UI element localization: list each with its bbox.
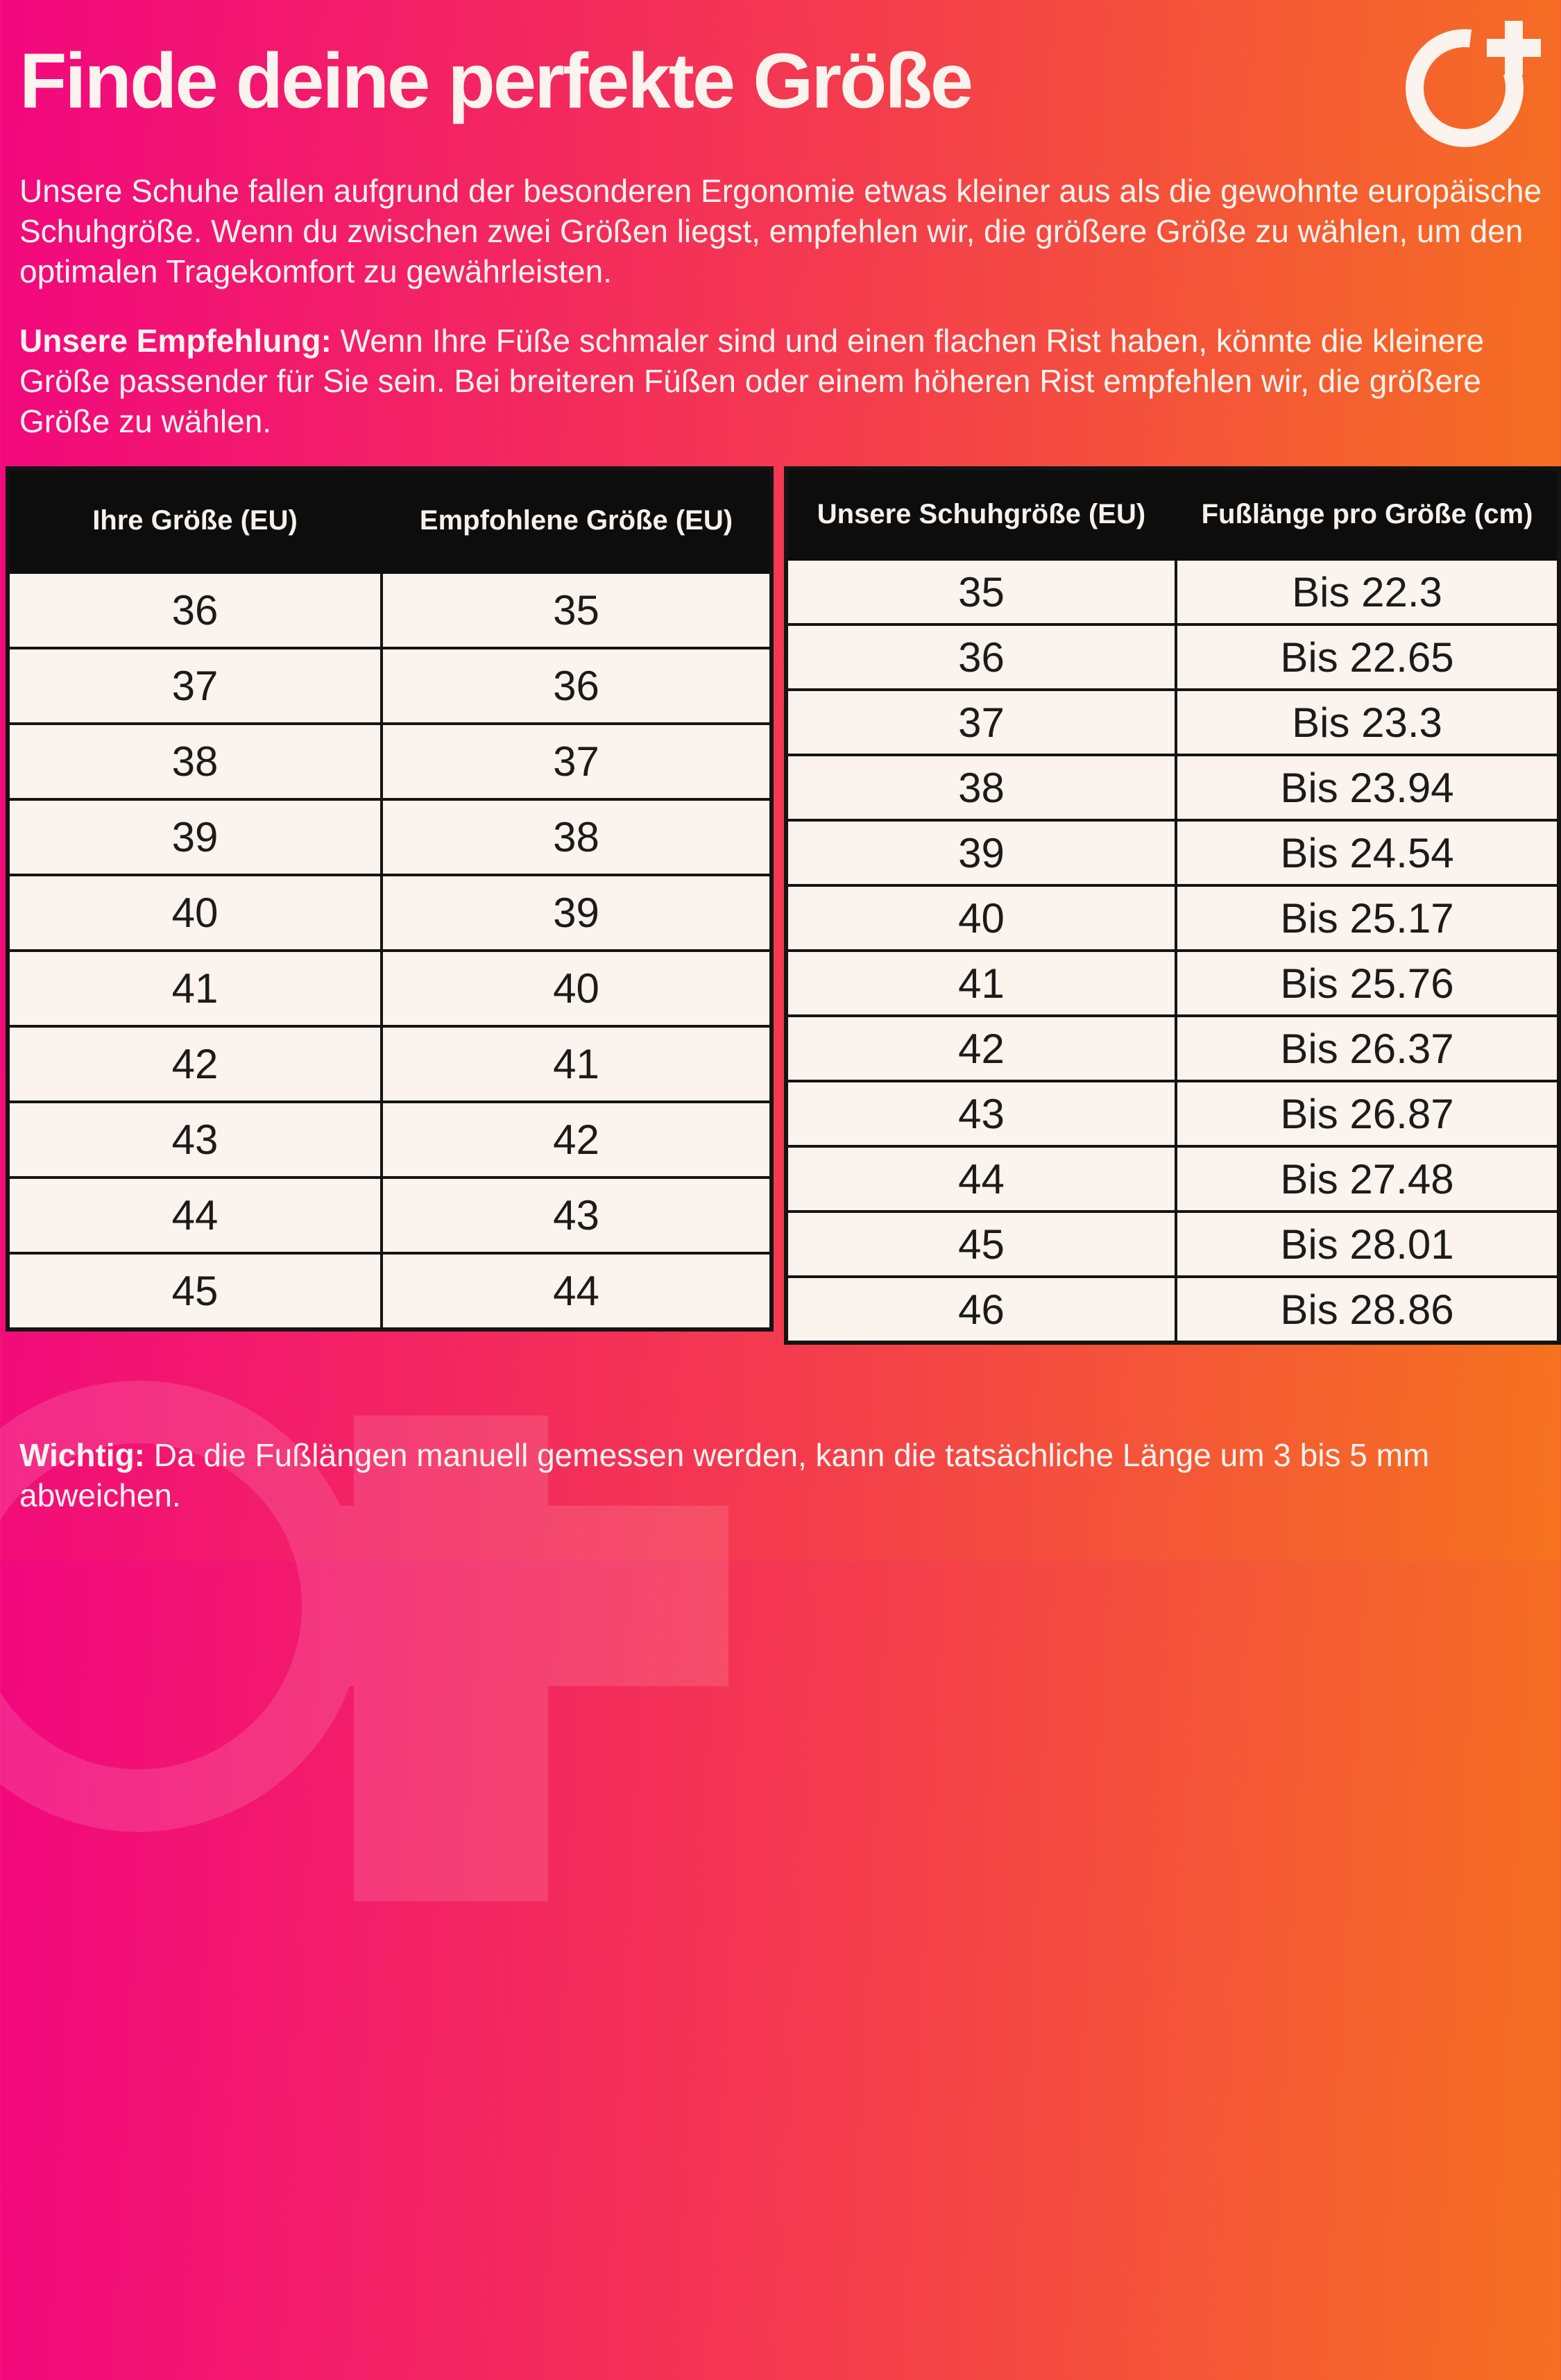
table-row: 36 35 <box>6 571 774 649</box>
table-cell: 35 <box>785 558 1177 626</box>
table-cell: 37 <box>785 688 1177 756</box>
table-cell: 44 <box>785 1145 1177 1213</box>
table-cell: 44 <box>379 1252 774 1331</box>
table-cell: Bis 22.3 <box>1175 558 1560 626</box>
table-row: 41 40 <box>6 949 774 1028</box>
table-cell: 46 <box>785 1275 1177 1344</box>
table-row: 37 Bis 23.3 <box>785 688 1560 756</box>
table-cell: 38 <box>6 722 383 801</box>
table-row: 35 Bis 22.3 <box>785 558 1560 626</box>
table-cell: 40 <box>785 884 1177 952</box>
table-cell: 41 <box>785 949 1177 1017</box>
table-cell: 40 <box>379 949 774 1028</box>
column-header-recommended-size: Empfohlene Größe (EU) <box>379 467 774 574</box>
table-cell: 43 <box>6 1100 383 1179</box>
table-cell: 41 <box>379 1025 774 1103</box>
table-header-row: Ihre Größe (EU) Empfohlene Größe (EU) <box>6 467 774 574</box>
note-label: Wichtig: <box>19 1437 145 1473</box>
table-cell: 41 <box>6 949 383 1028</box>
circle-plus-logo-icon <box>1406 21 1541 147</box>
size-conversion-table: Ihre Größe (EU) Empfohlene Größe (EU) 36… <box>6 466 774 1332</box>
table-row: 43 Bis 26.87 <box>785 1080 1560 1148</box>
table-cell: Bis 24.54 <box>1175 819 1560 887</box>
table-cell: 36 <box>6 571 383 649</box>
table-cell: 38 <box>785 754 1177 822</box>
table-row: 45 Bis 28.01 <box>785 1210 1560 1278</box>
recommendation-body: Wenn Ihre Füße schmaler sind und einen f… <box>19 323 1485 439</box>
table-cell: 42 <box>379 1100 774 1179</box>
table-cell: Bis 23.3 <box>1175 688 1560 756</box>
table-cell: Bis 25.76 <box>1175 949 1560 1017</box>
table-cell: Bis 22.65 <box>1175 623 1560 691</box>
table-cell: 42 <box>6 1025 383 1103</box>
table-cell: 35 <box>379 571 774 649</box>
table-row: 46 Bis 28.86 <box>785 1275 1560 1344</box>
table-row: 36 Bis 22.65 <box>785 623 1560 691</box>
column-header-shoe-size: Unsere Schuhgröße (EU) <box>785 467 1177 561</box>
column-header-your-size: Ihre Größe (EU) <box>6 467 383 574</box>
table-cell: 40 <box>6 874 383 952</box>
table-cell: Bis 28.01 <box>1175 1210 1560 1278</box>
table-row: 40 Bis 25.17 <box>785 884 1560 952</box>
intro-text: Unsere Schuhe fallen aufgrund der besond… <box>19 173 1542 289</box>
table-cell: Bis 28.86 <box>1175 1275 1560 1344</box>
table-row: 42 Bis 26.37 <box>785 1014 1560 1082</box>
table-cell: 38 <box>379 798 774 876</box>
table-cell: Bis 26.37 <box>1175 1014 1560 1082</box>
table-cell: 37 <box>6 647 383 725</box>
table-cell: 45 <box>785 1210 1177 1278</box>
table-row: 40 39 <box>6 874 774 952</box>
table-cell: 42 <box>785 1014 1177 1082</box>
table-cell: Bis 25.17 <box>1175 884 1560 952</box>
table-cell: 43 <box>785 1080 1177 1148</box>
table-row: 38 37 <box>6 722 774 801</box>
column-header-foot-length: Fußlänge pro Größe (cm) <box>1175 467 1560 561</box>
table-row: 44 43 <box>6 1176 774 1255</box>
table-cell: 36 <box>785 623 1177 691</box>
table-cell: Bis 26.87 <box>1175 1080 1560 1148</box>
page-title: Finde deine perfekte Größe <box>19 37 973 124</box>
recommendation-text: Unsere Empfehlung: Wenn Ihre Füße schmal… <box>19 321 1542 441</box>
table-row: 44 Bis 27.48 <box>785 1145 1560 1213</box>
table-cell: 39 <box>379 874 774 952</box>
note-text: Wichtig: Da die Fußlängen manuell gemess… <box>19 1435 1532 1515</box>
table-row: 38 Bis 23.94 <box>785 754 1560 822</box>
recommendation-label: Unsere Empfehlung: <box>19 323 332 359</box>
table-cell: 39 <box>785 819 1177 887</box>
table-row: 39 38 <box>6 798 774 876</box>
table-row: 37 36 <box>6 647 774 725</box>
table-row: 39 Bis 24.54 <box>785 819 1560 887</box>
table-cell: Bis 23.94 <box>1175 754 1560 822</box>
table-row: 41 Bis 25.76 <box>785 949 1560 1017</box>
table-cell: 36 <box>379 647 774 725</box>
table-cell: 45 <box>6 1252 383 1331</box>
table-cell: 39 <box>6 798 383 876</box>
foot-length-table: Unsere Schuhgröße (EU) Fußlänge pro Größ… <box>784 466 1561 1345</box>
table-row: 45 44 <box>6 1252 774 1331</box>
note-body: Da die Fußlängen manuell gemessen werden… <box>19 1437 1430 1513</box>
table-cell: Bis 27.48 <box>1175 1145 1560 1213</box>
table-cell: 43 <box>379 1176 774 1255</box>
table-header-row: Unsere Schuhgröße (EU) Fußlänge pro Größ… <box>785 467 1560 561</box>
table-cell: 44 <box>6 1176 383 1255</box>
table-row: 42 41 <box>6 1025 774 1103</box>
table-cell: 37 <box>379 722 774 801</box>
table-row: 43 42 <box>6 1100 774 1179</box>
